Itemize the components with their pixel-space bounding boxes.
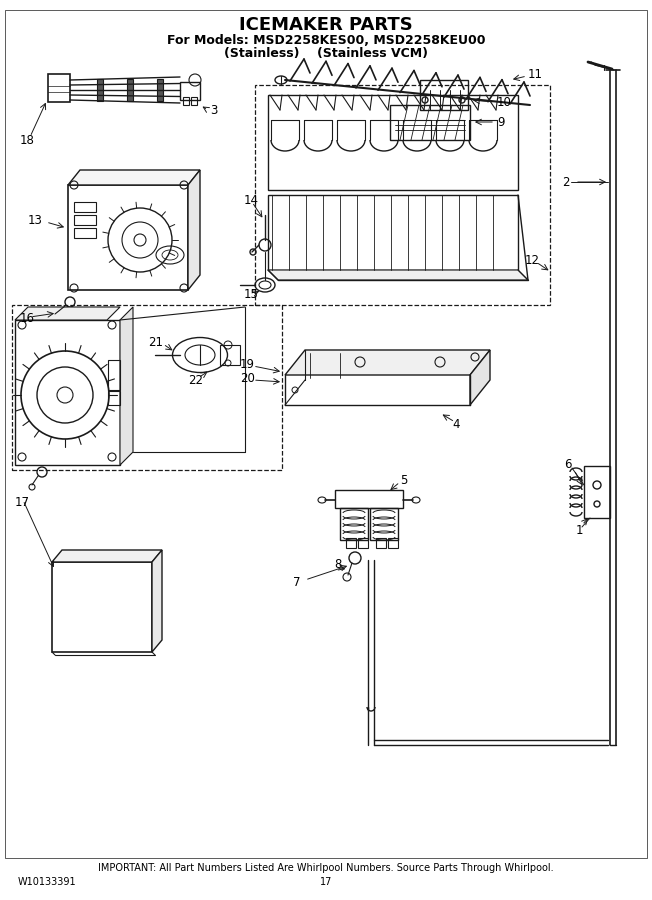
Text: 15: 15 (244, 289, 259, 302)
Polygon shape (152, 550, 162, 652)
Bar (68, 185, 188, 290)
Bar (358, 538, 368, 548)
Bar (108, 360, 120, 390)
Polygon shape (285, 350, 490, 375)
Text: 14: 14 (244, 194, 259, 206)
Polygon shape (268, 270, 528, 280)
Polygon shape (52, 550, 162, 562)
Text: 3: 3 (210, 104, 217, 116)
Bar (191, 97, 197, 105)
Bar (12, 305, 282, 470)
Bar (388, 538, 398, 548)
Bar (376, 538, 386, 548)
Polygon shape (68, 170, 200, 185)
Bar (52, 562, 152, 652)
Text: 18: 18 (20, 133, 35, 147)
Text: 22: 22 (188, 374, 203, 386)
Bar (127, 79, 133, 101)
Text: 5: 5 (400, 473, 408, 487)
Bar (15, 320, 120, 465)
Text: ICEMAKER PARTS: ICEMAKER PARTS (239, 16, 413, 34)
Polygon shape (120, 307, 133, 465)
Text: 9: 9 (497, 115, 505, 129)
Bar (584, 466, 610, 518)
Bar (268, 195, 518, 270)
Bar (390, 105, 470, 140)
Text: 12: 12 (525, 254, 540, 266)
Polygon shape (15, 307, 120, 320)
Text: 19: 19 (240, 358, 255, 372)
Text: 20: 20 (240, 373, 255, 385)
Bar (370, 508, 398, 540)
Bar (220, 345, 240, 365)
Bar (97, 79, 103, 101)
Text: 7: 7 (293, 575, 301, 589)
Text: W10133391: W10133391 (18, 877, 77, 887)
Text: 17: 17 (15, 496, 30, 508)
Bar (183, 97, 189, 105)
Text: 6: 6 (564, 458, 572, 472)
Text: 13: 13 (28, 213, 43, 227)
Bar (108, 391, 120, 405)
Bar (255, 85, 550, 305)
Text: 11: 11 (528, 68, 543, 82)
Text: IMPORTANT: All Part Numbers Listed Are Whirlpool Numbers. Source Parts Through W: IMPORTANT: All Part Numbers Listed Are W… (98, 863, 554, 873)
Text: (Stainless)    (Stainless VCM): (Stainless) (Stainless VCM) (224, 47, 428, 59)
Bar (74, 228, 96, 238)
Polygon shape (470, 350, 490, 405)
Bar (346, 538, 356, 548)
Text: 16: 16 (20, 311, 35, 325)
Bar (74, 202, 96, 212)
Bar (74, 215, 96, 225)
Bar (180, 82, 200, 100)
Text: 2: 2 (562, 176, 569, 188)
Text: 1: 1 (576, 524, 584, 536)
Text: 10: 10 (497, 95, 512, 109)
Bar (48, 74, 70, 102)
Bar (268, 95, 518, 190)
Polygon shape (188, 170, 200, 290)
Text: 4: 4 (452, 418, 460, 431)
Text: 17: 17 (320, 877, 332, 887)
Text: For Models: MSD2258KES00, MSD2258KEU00: For Models: MSD2258KES00, MSD2258KEU00 (167, 33, 485, 47)
Bar (335, 490, 403, 508)
Bar (157, 79, 163, 101)
Text: 21: 21 (148, 336, 163, 348)
Bar (420, 80, 468, 110)
Bar (340, 508, 368, 540)
Text: 8: 8 (334, 559, 342, 572)
